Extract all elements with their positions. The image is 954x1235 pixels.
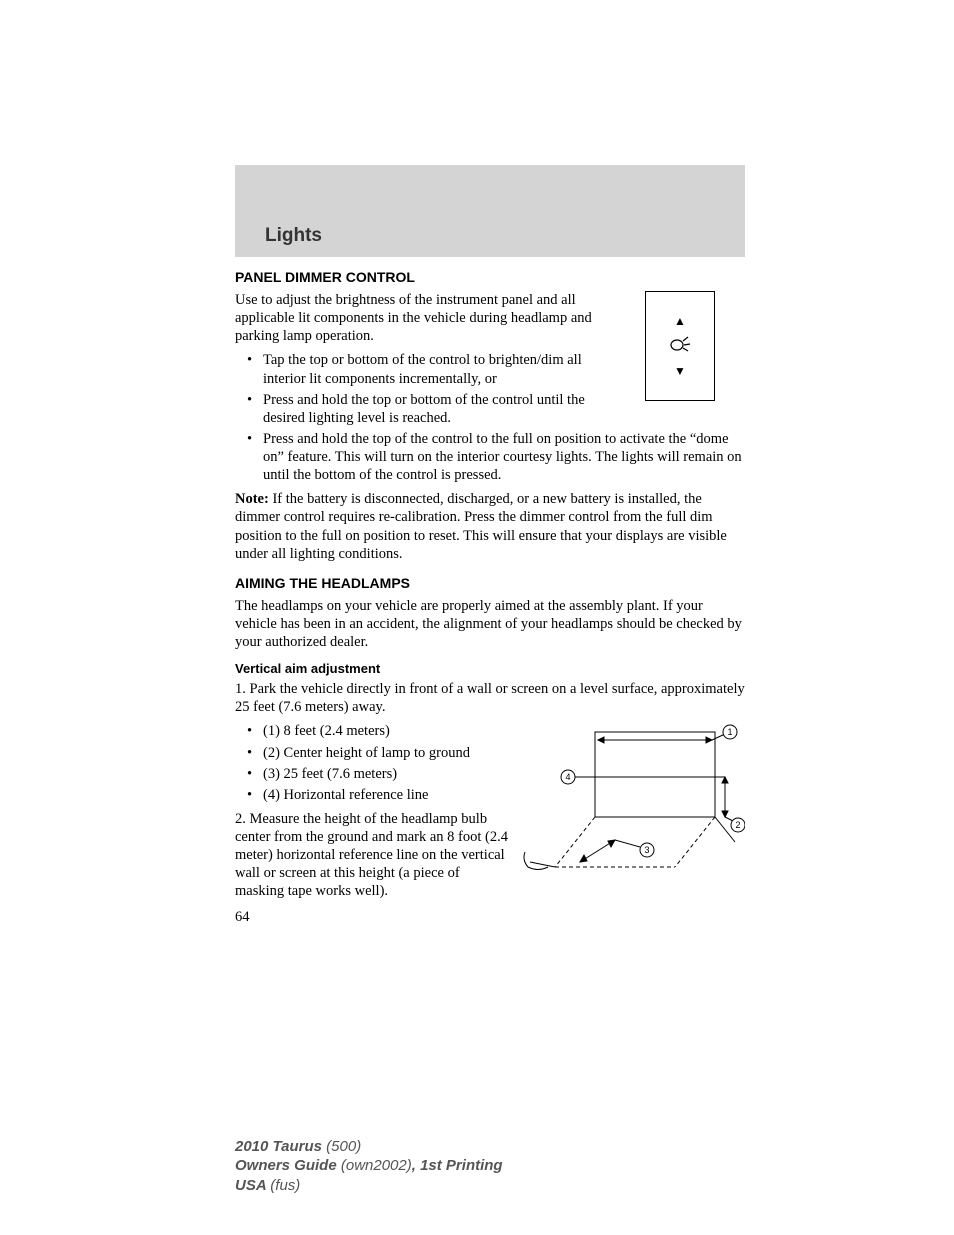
footer: 2010 Taurus (500) Owners Guide (own2002)… xyxy=(235,1137,503,1196)
list-item: (1) 8 feet (2.4 meters) xyxy=(253,722,745,740)
panel-dimmer-note: Note: If the battery is disconnected, di… xyxy=(235,490,745,563)
list-item: Tap the top or bottom of the control to … xyxy=(253,351,745,387)
footer-region-code: (fus) xyxy=(270,1177,300,1194)
footer-guide: Owners Guide xyxy=(235,1157,341,1174)
up-arrow-icon: ▲ xyxy=(674,314,686,329)
svg-text:2: 2 xyxy=(735,820,740,830)
footer-model-code: (500) xyxy=(326,1138,361,1155)
list-item: (2) Center height of lamp to ground xyxy=(253,744,745,762)
note-text: If the battery is disconnected, discharg… xyxy=(235,491,727,561)
chapter-title: Lights xyxy=(265,225,745,247)
footer-guide-code: (own2002) xyxy=(341,1157,412,1174)
footer-printing: , 1st Printing xyxy=(412,1157,503,1174)
sub-heading-vertical-aim: Vertical aim adjustment xyxy=(235,661,745,676)
svg-text:3: 3 xyxy=(644,845,649,855)
section-heading-panel-dimmer: PANEL DIMMER CONTROL xyxy=(235,269,745,285)
footer-line-2: Owners Guide (own2002), 1st Printing xyxy=(235,1156,503,1176)
vertical-aim-block: 1 2 3 4 (1) 8 feet (2.4 meters) (2) Cent… xyxy=(235,722,745,906)
footer-region: USA xyxy=(235,1177,270,1194)
list-item: Press and hold the top or bottom of the … xyxy=(253,391,745,427)
list-item: Press and hold the top of the control to… xyxy=(253,430,745,484)
footer-model: 2010 Taurus xyxy=(235,1138,326,1155)
list-item: (3) 25 feet (7.6 meters) xyxy=(253,765,745,783)
section-heading-aiming: AIMING THE HEADLAMPS xyxy=(235,575,745,591)
page-content: Lights PANEL DIMMER CONTROL ▲ ▼ Use to a… xyxy=(235,165,745,926)
note-label: Note: xyxy=(235,491,269,507)
chapter-header-band: Lights xyxy=(235,165,745,257)
vertical-aim-step1: 1. Park the vehicle directly in front of… xyxy=(235,680,745,716)
footer-line-1: 2010 Taurus (500) xyxy=(235,1137,503,1157)
aiming-intro: The headlamps on your vehicle are proper… xyxy=(235,597,745,651)
page-number: 64 xyxy=(235,909,745,926)
panel-dimmer-block: ▲ ▼ Use to adjust the brightness of the … xyxy=(235,291,745,490)
list-item: (4) Horizontal reference line xyxy=(253,786,745,804)
footer-line-3: USA (fus) xyxy=(235,1176,503,1196)
panel-dimmer-bullets: Tap the top or bottom of the control to … xyxy=(235,351,745,484)
